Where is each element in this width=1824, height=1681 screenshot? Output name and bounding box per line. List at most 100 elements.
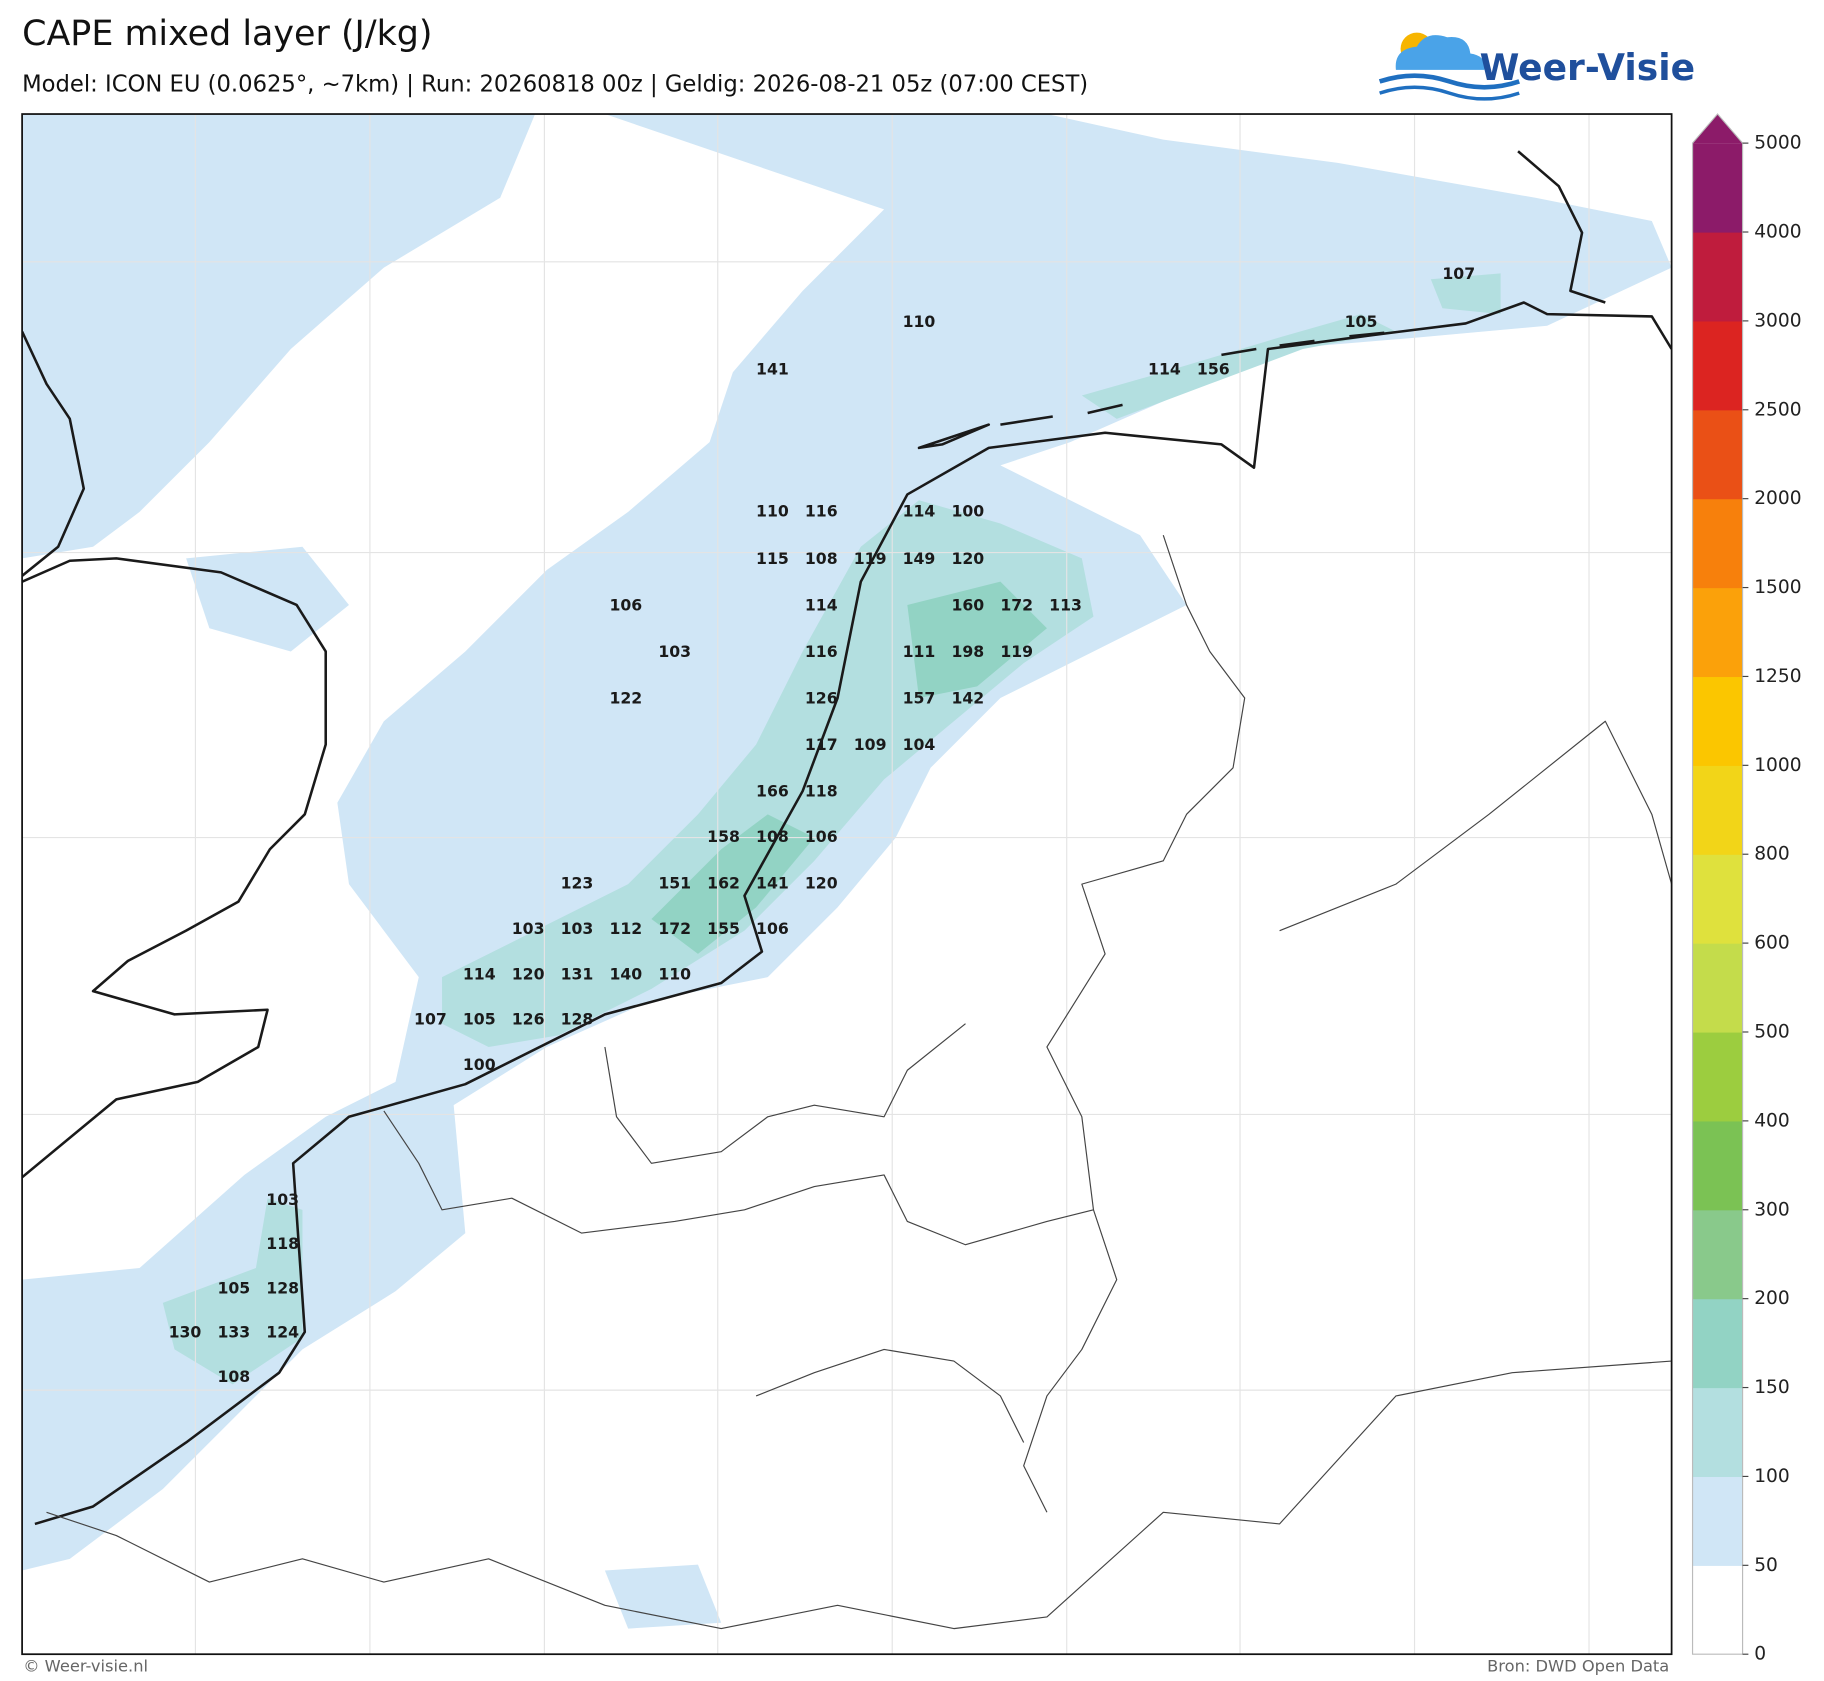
colorbar-segment: [1692, 409, 1743, 500]
cape-value: 126: [805, 689, 838, 708]
cape-value: 162: [707, 874, 740, 893]
cape-value: 118: [266, 1234, 299, 1253]
cape-value: 119: [854, 549, 887, 568]
colorbar-segment: [1692, 498, 1743, 589]
cape-value: 149: [903, 549, 936, 568]
colorbar-tick-label: 2500: [1754, 399, 1801, 420]
cape-value: 103: [561, 919, 594, 938]
cape-value: 141: [756, 359, 789, 378]
cape-value: 124: [266, 1323, 299, 1342]
colorbar-tick-label: 150: [1754, 1377, 1790, 1398]
cape-value: 128: [561, 1010, 594, 1029]
cape-value: 120: [951, 549, 984, 568]
cape-value: 104: [903, 735, 936, 754]
cape-value: 172: [658, 919, 691, 938]
cape-value: 131: [561, 964, 594, 983]
cape-value: 157: [903, 689, 936, 708]
footer-left: © Weer-visie.nl: [23, 1657, 148, 1676]
cape-value: 151: [658, 874, 691, 893]
cape-value: 106: [609, 596, 642, 615]
cape-value: 110: [903, 312, 936, 331]
cape-value: 156: [1197, 359, 1230, 378]
colorbar-extension: [1692, 114, 1743, 144]
colorbar-segment: [1692, 943, 1743, 1033]
map: 107 110 105 141 114 156 110 116 114 100 115 108 119 1…: [22, 114, 1672, 1655]
colorbar-segment: [1692, 1565, 1743, 1655]
cape-value: 107: [1442, 264, 1475, 283]
cape-value: 114: [463, 964, 496, 983]
cape-value: 103: [266, 1190, 299, 1209]
cape-shading: [22, 114, 1672, 1629]
title: CAPE mixed layer (J/kg): [22, 14, 432, 54]
cape-value: 123: [561, 874, 594, 893]
cape-value: 106: [805, 827, 838, 846]
borders: [46, 534, 1672, 1630]
cape-value: 113: [1049, 596, 1082, 615]
cape-value: 133: [217, 1323, 250, 1342]
cape-value: 141: [756, 874, 789, 893]
cape-value: 198: [951, 642, 984, 661]
cape-value: 142: [951, 689, 984, 708]
cape-value: 158: [707, 827, 740, 846]
cape-value: 118: [805, 782, 838, 801]
logo-text: Weer-Visie: [1480, 47, 1695, 89]
colorbar-segment: [1692, 1120, 1743, 1211]
cape-value: 120: [805, 874, 838, 893]
colorbar-tick-label: 500: [1754, 1021, 1790, 1042]
colorbar-tick-label: 5000: [1754, 133, 1801, 154]
value-labels: 107 110 105 141 114 156 110 116 114 100 115 108 119 1…: [169, 264, 1476, 1386]
colorbar-segment: [1692, 232, 1743, 322]
logo-icon: [1378, 32, 1520, 101]
cape-value: 160: [951, 596, 984, 615]
colorbar-segment: [1692, 143, 1743, 233]
colorbar-tick-label: 400: [1754, 1110, 1790, 1131]
cape-value: 109: [854, 735, 887, 754]
cape-value: 172: [1000, 596, 1033, 615]
subtitle: Model: ICON EU (0.0625°, ~7km) | Run: 20…: [22, 71, 1088, 97]
grid: [22, 114, 1672, 1655]
colorbar-tick-label: 50: [1754, 1555, 1778, 1576]
cape-value: 105: [463, 1010, 496, 1029]
colorbar-segment: [1692, 676, 1743, 766]
coastlines: [22, 150, 1672, 1526]
cape-value: 116: [805, 501, 838, 520]
colorbar-tick-label: 1250: [1754, 666, 1801, 687]
cape-value: 106: [756, 919, 789, 938]
colorbar-outline: [1691, 113, 1744, 1655]
cape-value: 111: [903, 642, 936, 661]
cape-value: 110: [658, 964, 691, 983]
cape-value: 126: [512, 1010, 545, 1029]
colorbar-segment: [1692, 765, 1743, 855]
cape-value: 114: [1148, 359, 1181, 378]
cape-value: 107: [414, 1010, 447, 1029]
colorbar-segment: [1692, 587, 1743, 678]
cape-value: 140: [609, 964, 642, 983]
colorbar-tick-label: 2000: [1754, 488, 1801, 509]
colorbar-segment: [1692, 1209, 1743, 1300]
colorbar: 0 50 100 150 200 300 400 500 600 800 1000 1250 1500 2…: [1691, 113, 1802, 1665]
colorbar-tick-label: 100: [1754, 1466, 1790, 1487]
colorbar-tick-label: 4000: [1754, 222, 1801, 243]
cape-value: 110: [756, 501, 789, 520]
cape-value: 112: [609, 919, 642, 938]
cape-value: 100: [463, 1055, 496, 1074]
cape-value: 155: [707, 919, 740, 938]
colorbar-segment: [1692, 1031, 1743, 1122]
footer-right: Bron: DWD Open Data: [1487, 1657, 1669, 1676]
map-frame: [21, 113, 1673, 1656]
cape-value: 103: [658, 642, 691, 661]
cape-value: 100: [951, 501, 984, 520]
cape-value: 120: [512, 964, 545, 983]
colorbar-tick-label: 1500: [1754, 577, 1801, 598]
colorbar-tick-label: 600: [1754, 933, 1790, 954]
cape-value: 108: [756, 827, 789, 846]
colorbar-tick-label: 800: [1754, 844, 1790, 865]
cape-value: 116: [805, 642, 838, 661]
colorbar-segment: [1692, 1476, 1743, 1566]
cape-value: 128: [266, 1278, 299, 1297]
colorbar-segment: [1692, 1387, 1743, 1478]
cape-value: 122: [609, 689, 642, 708]
cape-value: 119: [1000, 642, 1033, 661]
colorbar-segment: [1692, 320, 1743, 411]
